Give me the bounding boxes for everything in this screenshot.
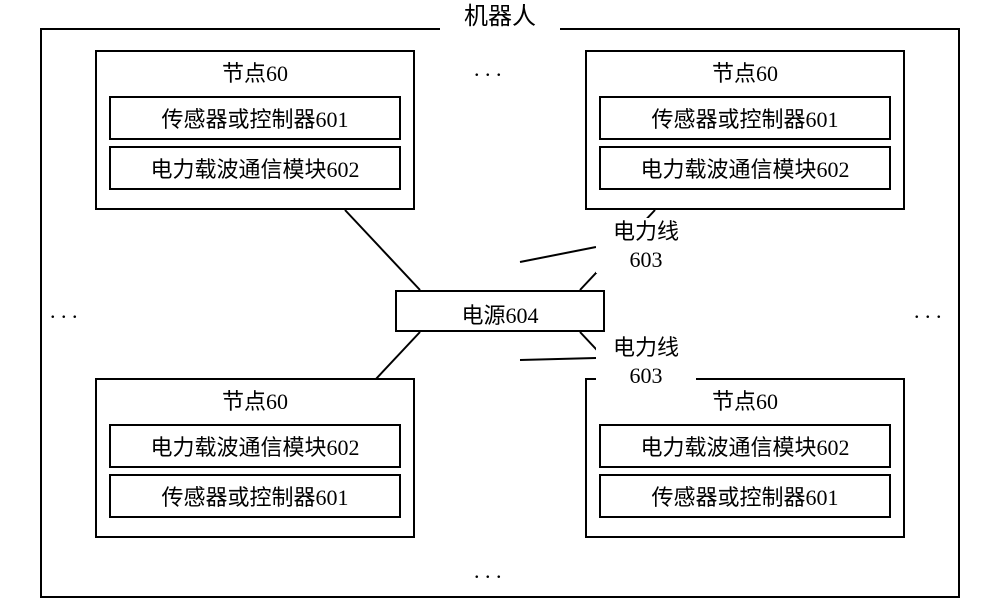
plc-module-box: 电力载波通信模块602 bbox=[109, 424, 401, 468]
power-line-label-text1: 电力线 bbox=[613, 335, 679, 360]
node-bottom-left: 节点60 电力载波通信模块602 传感器或控制器601 bbox=[95, 378, 415, 538]
node-title: 节点60 bbox=[97, 380, 413, 418]
power-supply-box: 电源604 bbox=[395, 290, 605, 332]
power-line-label-text2: 603 bbox=[630, 363, 663, 388]
plc-module-box: 电力载波通信模块602 bbox=[599, 424, 891, 468]
ellipsis-left: . . . bbox=[50, 298, 78, 324]
sensor-controller-box: 传感器或控制器601 bbox=[109, 96, 401, 140]
ellipsis-bottom: . . . bbox=[474, 558, 502, 584]
diagram-title: 机器人 bbox=[440, 2, 560, 32]
node-top-right: 节点60 传感器或控制器601 电力载波通信模块602 bbox=[585, 50, 905, 210]
ellipsis-right: . . . bbox=[914, 298, 942, 324]
plc-module-box: 电力载波通信模块602 bbox=[599, 146, 891, 190]
power-line-label-text2: 603 bbox=[630, 247, 663, 272]
sensor-controller-box: 传感器或控制器601 bbox=[599, 474, 891, 518]
power-line-label-bottom: 电力线 603 bbox=[596, 334, 696, 389]
power-line-label-top: 电力线 603 bbox=[596, 218, 696, 273]
power-line-label-text1: 电力线 bbox=[613, 219, 679, 244]
node-title: 节点60 bbox=[587, 52, 903, 90]
ellipsis-top: . . . bbox=[474, 56, 502, 82]
node-top-left: 节点60 传感器或控制器601 电力载波通信模块602 bbox=[95, 50, 415, 210]
sensor-controller-box: 传感器或控制器601 bbox=[109, 474, 401, 518]
node-title: 节点60 bbox=[97, 52, 413, 90]
node-bottom-right: 节点60 电力载波通信模块602 传感器或控制器601 bbox=[585, 378, 905, 538]
plc-module-box: 电力载波通信模块602 bbox=[109, 146, 401, 190]
sensor-controller-box: 传感器或控制器601 bbox=[599, 96, 891, 140]
